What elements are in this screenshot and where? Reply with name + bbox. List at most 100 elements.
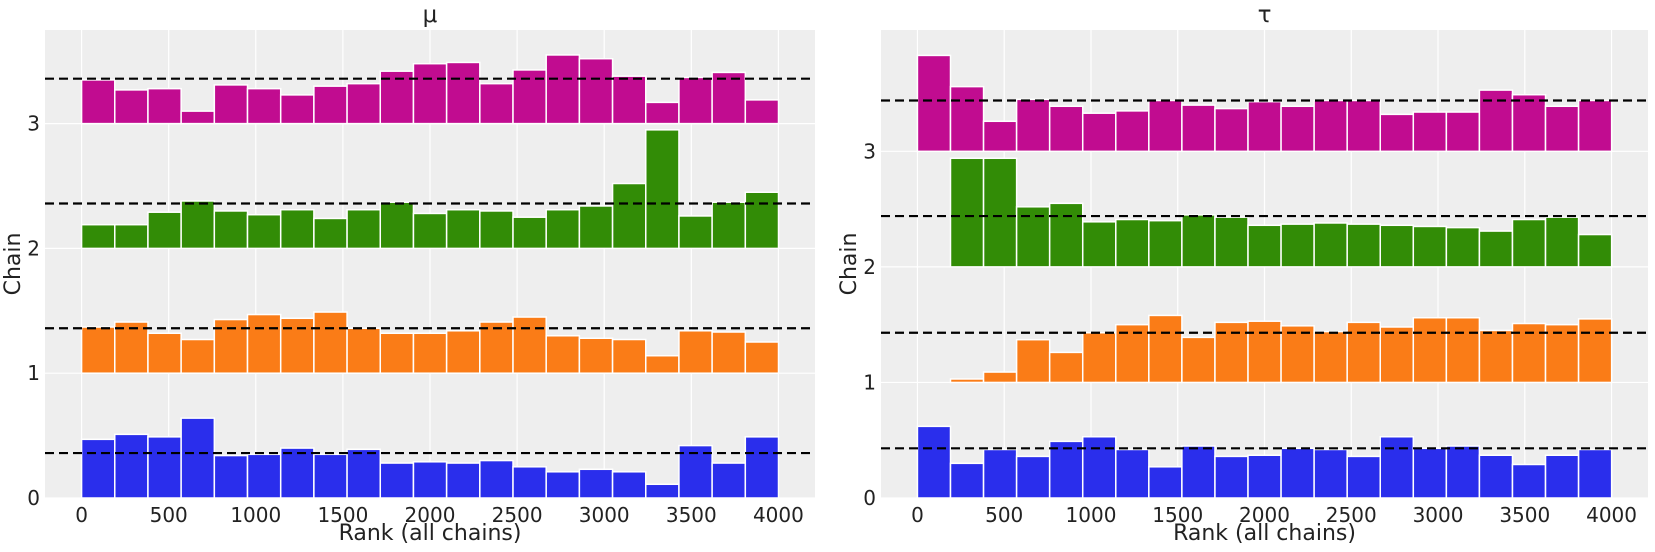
bar-chain-1-bin-7 <box>313 311 348 374</box>
bar-chain-1-bin-10 <box>412 332 448 374</box>
bar-chain-3-bin-6 <box>1115 110 1150 153</box>
bar-chain-3-bin-15 <box>1412 111 1448 153</box>
bar-chain-2-bin-12 <box>479 210 514 250</box>
bar-chain-0-bin-4 <box>1048 440 1084 499</box>
x-tick-label: 0 <box>75 503 88 527</box>
bar-chain-1-bin-13 <box>512 316 547 374</box>
bar-chain-0-bin-16 <box>611 471 647 499</box>
bar-chain-0-bin-8 <box>346 448 382 499</box>
bar-chain-2-bin-1 <box>114 223 149 250</box>
bar-chain-0-bin-5 <box>246 453 282 499</box>
bar-chain-1-bin-11 <box>1280 325 1315 384</box>
bar-chain-1-bin-19 <box>1544 323 1580 384</box>
bar-chain-1-bin-16 <box>1445 316 1481 384</box>
bar-chain-3-bin-15 <box>578 57 614 125</box>
bar-chain-1-bin-8 <box>346 327 382 374</box>
bar-chain-1-bin-19 <box>711 331 747 374</box>
y-tick-label: 0 <box>863 486 876 510</box>
bar-chain-3-bin-13 <box>1346 99 1381 153</box>
bar-chain-1-bin-14 <box>1379 326 1415 384</box>
bar-chain-2-bin-1 <box>949 157 985 268</box>
x-tick-label: 1500 <box>317 503 368 527</box>
bar-chain-3-bin-5 <box>1081 112 1117 153</box>
bar-chain-0-bin-14 <box>545 471 581 499</box>
bar-chain-2-bin-17 <box>645 129 680 250</box>
bar-chain-2-bin-0 <box>80 223 116 250</box>
bar-chain-2-bin-8 <box>1181 214 1216 268</box>
x-tick-label: 3500 <box>1499 503 1550 527</box>
bar-chain-0-bin-16 <box>1445 445 1481 499</box>
bar-chain-2-bin-17 <box>1478 230 1514 268</box>
bar-chain-3-bin-20 <box>744 99 780 125</box>
bar-chain-0-bin-11 <box>445 462 481 499</box>
bar-chain-1-bin-2 <box>147 332 182 374</box>
bar-chain-3-bin-3 <box>180 110 216 125</box>
bar-chain-1-bin-12 <box>1313 330 1348 384</box>
bar-chain-3-bin-11 <box>445 61 481 125</box>
bar-chain-1-bin-11 <box>445 330 481 374</box>
bar-chain-3-bin-16 <box>611 75 647 125</box>
bar-chain-3-bin-2 <box>982 120 1018 153</box>
bar-chain-3-bin-18 <box>678 76 713 125</box>
bar-chain-2-bin-12 <box>1313 222 1348 268</box>
bar-chain-1-bin-18 <box>678 330 713 374</box>
bar-chain-1-bin-13 <box>1346 321 1381 384</box>
bar-chain-2-bin-20 <box>1577 233 1613 268</box>
bar-chain-0-bin-18 <box>1511 463 1547 499</box>
bar-chain-0-bin-20 <box>1577 448 1613 499</box>
y-axis-label: Chain <box>1 233 26 296</box>
bar-chain-0-bin-13 <box>1346 455 1381 499</box>
bar-chain-0-bin-14 <box>1379 436 1415 499</box>
bar-chain-2-bin-18 <box>678 215 713 250</box>
x-tick-label: 2000 <box>1239 503 1290 527</box>
bar-chain-2-bin-8 <box>346 208 382 250</box>
x-tick-label: 1000 <box>230 503 281 527</box>
bar-chain-0-bin-6 <box>279 447 315 499</box>
bar-chain-0-bin-6 <box>1115 448 1150 499</box>
bar-chain-2-bin-4 <box>213 210 249 250</box>
bar-chain-1-bin-0 <box>80 326 116 374</box>
bar-chain-0-bin-4 <box>213 454 249 499</box>
x-tick-label: 500 <box>150 503 188 527</box>
bar-chain-3-bin-4 <box>213 84 249 125</box>
bar-chain-3-bin-14 <box>545 54 581 125</box>
bar-chain-3-bin-19 <box>711 71 747 125</box>
bar-chain-1-bin-6 <box>279 317 315 374</box>
bar-chain-3-bin-0 <box>80 79 116 125</box>
panel-title: τ <box>1258 2 1272 28</box>
bar-chain-2-bin-10 <box>412 212 448 250</box>
bar-chain-1-bin-5 <box>1081 332 1117 384</box>
bar-chain-3-bin-8 <box>346 82 382 125</box>
bar-chain-3-bin-7 <box>1148 99 1183 153</box>
bar-chain-0-bin-19 <box>711 462 747 499</box>
bar-chain-0-bin-12 <box>1313 448 1348 499</box>
y-tick-label: 3 <box>863 139 876 163</box>
bar-chain-0-bin-1 <box>114 433 149 499</box>
bar-chain-0-bin-17 <box>1478 454 1514 499</box>
bar-chain-2-bin-14 <box>545 208 581 250</box>
bar-chain-1-bin-9 <box>1214 321 1249 384</box>
y-axis-label: Chain <box>837 233 862 296</box>
bar-chain-0-bin-7 <box>313 453 348 499</box>
bar-chain-0-bin-17 <box>645 483 680 499</box>
bar-chain-0-bin-0 <box>916 425 952 499</box>
bar-chain-3-bin-16 <box>1445 111 1481 153</box>
panel-mu: 0 500 1000 1500 2000 2500 3000 3500 4000 0 1 2 3 μ Ran… <box>1 2 815 546</box>
y-tick-label: 1 <box>27 361 40 385</box>
bar-chain-2-bin-11 <box>445 208 481 250</box>
bar-chain-0-bin-19 <box>1544 454 1580 499</box>
bar-chain-3-bin-19 <box>1544 105 1580 153</box>
bar-chain-0-bin-11 <box>1280 447 1315 499</box>
bar-chain-0-bin-3 <box>1015 455 1051 499</box>
bar-chain-1-bin-7 <box>1148 314 1183 384</box>
bar-chain-0-bin-7 <box>1148 466 1183 499</box>
bar-chain-1-bin-15 <box>578 337 614 374</box>
bar-chain-2-bin-16 <box>611 182 647 250</box>
bar-chain-1-bin-17 <box>1478 329 1514 384</box>
bar-chain-2-bin-5 <box>246 213 282 250</box>
x-axis-label: Rank (all chains) <box>339 521 522 546</box>
bar-chain-0-bin-0 <box>80 438 116 499</box>
bar-chain-2-bin-18 <box>1511 218 1547 268</box>
bar-chain-0-bin-8 <box>1181 445 1216 499</box>
